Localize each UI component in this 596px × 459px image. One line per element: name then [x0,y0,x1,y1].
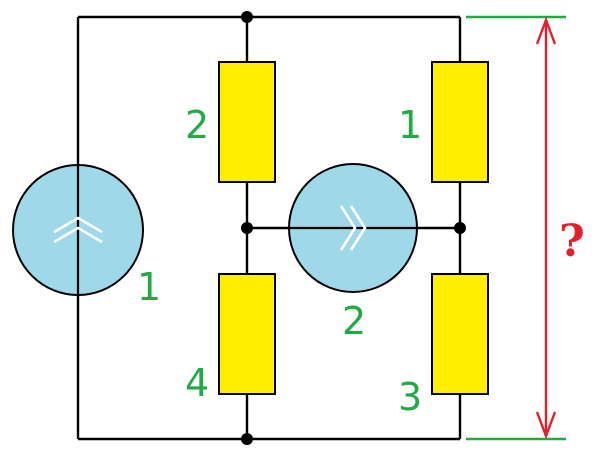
source-2-label: 2 [342,299,366,343]
node-top [241,11,253,23]
resistor-4-label: 4 [185,361,209,405]
resistor-2 [218,61,276,183]
resistor-3 [431,273,489,395]
node-middle-right [454,222,466,234]
current-source-1 [12,164,144,296]
measure-arrow [535,16,557,440]
resistor-4 [218,273,276,395]
chevron-up-icon [53,216,103,244]
question-mark: ? [559,216,585,267]
resistor-1-label: 1 [398,103,422,147]
current-source-2 [288,163,418,293]
resistor-2-label: 2 [185,103,209,147]
node-bottom [241,433,253,445]
nodes [241,11,466,445]
chevron-right-icon [339,205,367,251]
node-middle-left [241,222,253,234]
resistor-1 [431,61,489,183]
measure-guides [466,15,566,441]
source-1-label: 1 [137,265,161,309]
resistor-3-label: 3 [398,375,422,419]
resistors [218,61,489,395]
